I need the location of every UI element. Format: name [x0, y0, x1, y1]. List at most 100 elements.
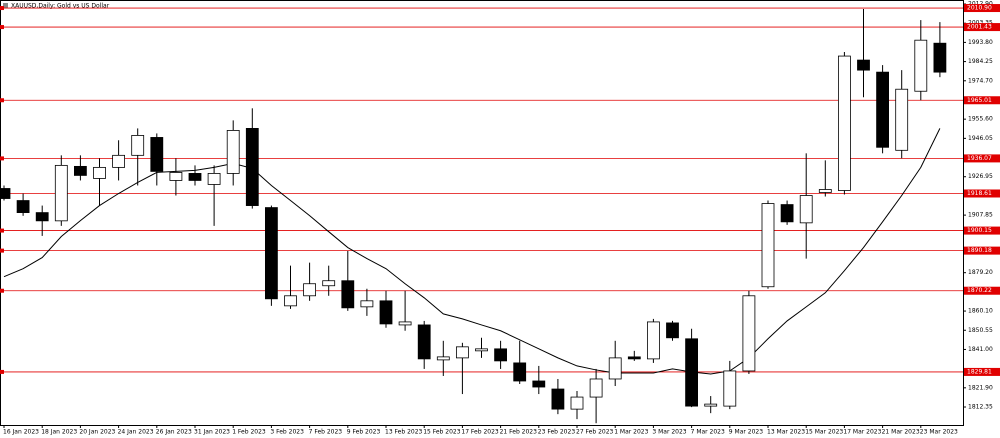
candle-body [112, 154, 125, 168]
y-tick-label: 1993.80 [968, 39, 993, 46]
candle-body [666, 322, 679, 339]
level-marker [0, 248, 4, 253]
level-marker [0, 228, 4, 233]
x-tick-label: 15 Feb 2023 [423, 429, 461, 436]
candle-body [895, 88, 909, 151]
y-tick-label: 1984.25 [968, 58, 993, 65]
candle-body [188, 173, 202, 181]
level-label: 1900.15 [967, 227, 992, 234]
level-label: 1829.81 [967, 368, 992, 375]
candle-body [494, 348, 508, 362]
candle-body [74, 165, 87, 176]
candle-body [685, 338, 698, 407]
candle-body [723, 370, 737, 407]
level-label-bg [964, 23, 1000, 32]
candle-body [226, 130, 240, 174]
y-tick-label: 1926.95 [968, 173, 993, 180]
level-label: 2010.90 [967, 5, 992, 12]
candle-body [570, 396, 584, 410]
x-tick-label: 1 Feb 2023 [232, 429, 266, 436]
level-label: 1890.18 [967, 247, 992, 254]
x-tick-label: 3 Feb 2023 [270, 429, 304, 436]
y-tick-label: 2012.90 [968, 1, 993, 8]
candle-body [551, 388, 565, 410]
level-marker [0, 25, 4, 30]
level-marker [0, 6, 4, 11]
candle-body [589, 378, 603, 398]
candle-body [838, 55, 851, 191]
candle-body [207, 173, 221, 185]
moving-average [3, 128, 941, 375]
level-label-bg [964, 226, 1000, 235]
level-label-bg [964, 4, 1000, 13]
level-marker [0, 288, 4, 293]
candle-body [742, 295, 756, 372]
x-tick-label: 17 Mar 2023 [843, 429, 881, 436]
x-tick-label: 9 Mar 2023 [729, 429, 763, 436]
candle-body [475, 348, 488, 352]
candle-body [322, 280, 336, 287]
y-tick-label: 1812.35 [968, 404, 993, 411]
y-tick-label: 1860.10 [968, 308, 993, 315]
y-tick-label: 1850.55 [968, 327, 993, 334]
x-tick-label: 7 Mar 2023 [691, 429, 725, 436]
candle-body [933, 42, 947, 73]
candle-body [704, 403, 718, 407]
x-tick-label: 21 Mar 2023 [882, 429, 920, 436]
level-label-bg [964, 286, 1000, 295]
y-tick-label: 1955.60 [968, 116, 993, 123]
candle-body [436, 356, 450, 361]
level-label-bg [964, 246, 1000, 255]
level-marker [0, 369, 4, 374]
x-tick-label: 7 Feb 2023 [309, 429, 343, 436]
candle-body [93, 166, 106, 179]
candle-body [284, 295, 297, 307]
candle-body [398, 321, 412, 326]
y-tick-label: 1946.05 [968, 135, 993, 142]
level-label: 2001.43 [967, 24, 992, 31]
candle-body [857, 59, 870, 71]
y-tick-label: 1974.70 [968, 77, 993, 84]
candle-body [35, 212, 49, 222]
symbol-icon [3, 3, 8, 8]
x-tick-label: 13 Feb 2023 [385, 429, 423, 436]
candle-body [455, 346, 469, 359]
level-marker [0, 156, 4, 161]
candle-body [914, 39, 928, 92]
x-tick-label: 3 Mar 2023 [652, 429, 686, 436]
candle-body [876, 71, 889, 148]
level-label-bg [964, 367, 1000, 376]
x-tick-label: 23 Feb 2023 [538, 429, 576, 436]
x-tick-label: 21 Feb 2023 [500, 429, 538, 436]
level-label-bg [964, 189, 1000, 198]
x-tick-label: 26 Jan 2023 [156, 429, 192, 436]
candle-body [264, 207, 278, 300]
candle-body [608, 357, 622, 380]
x-tick-label: 24 Jan 2023 [118, 429, 154, 436]
candle-body [303, 283, 317, 297]
x-tick-label: 1 Mar 2023 [614, 429, 648, 436]
level-label: 1936.07 [967, 155, 992, 162]
candle-body [780, 204, 794, 223]
candle-body [532, 380, 546, 388]
candle-body [799, 195, 813, 224]
y-tick-label: 1841.00 [968, 346, 993, 353]
candle-body [169, 172, 183, 181]
y-tick-label: 1879.20 [968, 269, 993, 276]
level-label: 1918.61 [967, 190, 992, 197]
x-tick-label: 20 Jan 2023 [79, 429, 115, 436]
candle-body [379, 300, 393, 325]
candle-body [54, 164, 68, 222]
candle-body [417, 324, 431, 360]
candle-body [818, 189, 832, 193]
x-tick-label: 31 Jan 2023 [194, 429, 230, 436]
plot-frame [0, 0, 964, 426]
candle-body [0, 188, 11, 199]
x-tick-label: 17 Feb 2023 [461, 429, 499, 436]
x-tick-label: 9 Feb 2023 [347, 429, 381, 436]
level-label: 1965.01 [967, 97, 992, 104]
level-marker [0, 98, 4, 103]
